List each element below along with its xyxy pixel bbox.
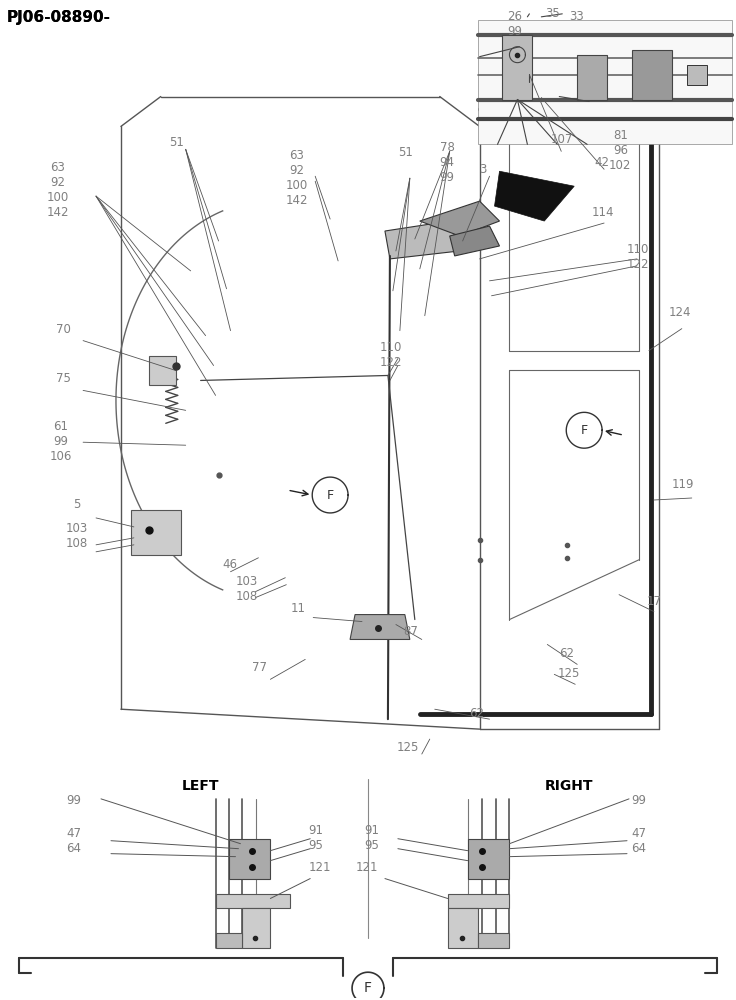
Polygon shape: [478, 933, 509, 948]
Polygon shape: [149, 356, 176, 385]
Text: 51: 51: [398, 146, 413, 159]
Polygon shape: [216, 933, 242, 948]
Text: 125: 125: [397, 741, 420, 754]
Text: 42: 42: [594, 156, 609, 169]
Text: 91
95: 91 95: [364, 824, 379, 852]
Text: 103
108: 103 108: [66, 522, 88, 550]
Text: F: F: [581, 424, 588, 437]
Text: 63
92
100
142: 63 92 100 142: [46, 161, 68, 219]
Polygon shape: [632, 50, 672, 100]
Text: 124: 124: [669, 306, 691, 319]
Text: 26
99: 26 99: [507, 10, 523, 38]
Text: 77: 77: [252, 661, 267, 674]
Text: 47
64: 47 64: [66, 827, 81, 855]
Text: F: F: [327, 489, 333, 502]
Text: PJ06-08890-: PJ06-08890-: [7, 10, 110, 25]
Polygon shape: [350, 615, 410, 639]
Text: 81
96
102: 81 96 102: [609, 129, 631, 172]
Text: 99: 99: [631, 794, 646, 807]
Text: 107: 107: [551, 133, 573, 146]
Polygon shape: [467, 839, 509, 879]
Text: 46: 46: [222, 558, 238, 571]
Text: 61
99
106: 61 99 106: [49, 420, 71, 463]
Text: 51: 51: [169, 136, 183, 149]
Text: 35: 35: [545, 7, 560, 20]
Text: 75: 75: [56, 372, 71, 385]
Text: RIGHT: RIGHT: [545, 779, 593, 793]
Text: 87: 87: [403, 625, 418, 638]
Text: 121: 121: [308, 861, 330, 874]
Text: 99: 99: [66, 794, 81, 807]
Polygon shape: [420, 201, 500, 236]
Text: 78
94
99: 78 94 99: [439, 141, 455, 184]
Polygon shape: [503, 35, 532, 100]
Polygon shape: [450, 226, 500, 256]
Text: 3: 3: [480, 163, 487, 176]
Text: 62: 62: [559, 647, 574, 660]
Polygon shape: [478, 20, 732, 144]
Text: PJ06-08890-: PJ06-08890-: [7, 10, 110, 25]
Text: F: F: [364, 981, 372, 995]
Text: 33: 33: [569, 10, 584, 23]
Text: LEFT: LEFT: [182, 779, 219, 793]
Text: 110
122: 110 122: [380, 341, 403, 369]
Polygon shape: [495, 171, 574, 221]
Polygon shape: [242, 908, 270, 948]
Text: 91
95: 91 95: [308, 824, 323, 852]
Polygon shape: [229, 839, 270, 879]
Text: 125: 125: [557, 667, 580, 680]
Text: 17: 17: [647, 595, 662, 608]
Text: 63
92
100
142: 63 92 100 142: [286, 149, 308, 207]
Text: 62: 62: [470, 707, 484, 720]
Polygon shape: [447, 908, 478, 948]
Text: 103
108: 103 108: [236, 575, 258, 603]
Text: 11: 11: [290, 602, 305, 615]
Text: 114: 114: [592, 206, 615, 219]
Text: 121: 121: [356, 861, 378, 874]
Text: 110
122: 110 122: [627, 243, 649, 271]
Polygon shape: [577, 55, 607, 100]
Text: 119: 119: [672, 478, 694, 491]
Polygon shape: [131, 510, 181, 555]
Text: 47
64: 47 64: [631, 827, 646, 855]
Text: 70: 70: [56, 323, 71, 336]
Polygon shape: [447, 894, 509, 908]
Polygon shape: [385, 221, 460, 259]
Text: 5: 5: [73, 498, 80, 511]
Polygon shape: [216, 894, 290, 908]
Polygon shape: [687, 65, 707, 85]
